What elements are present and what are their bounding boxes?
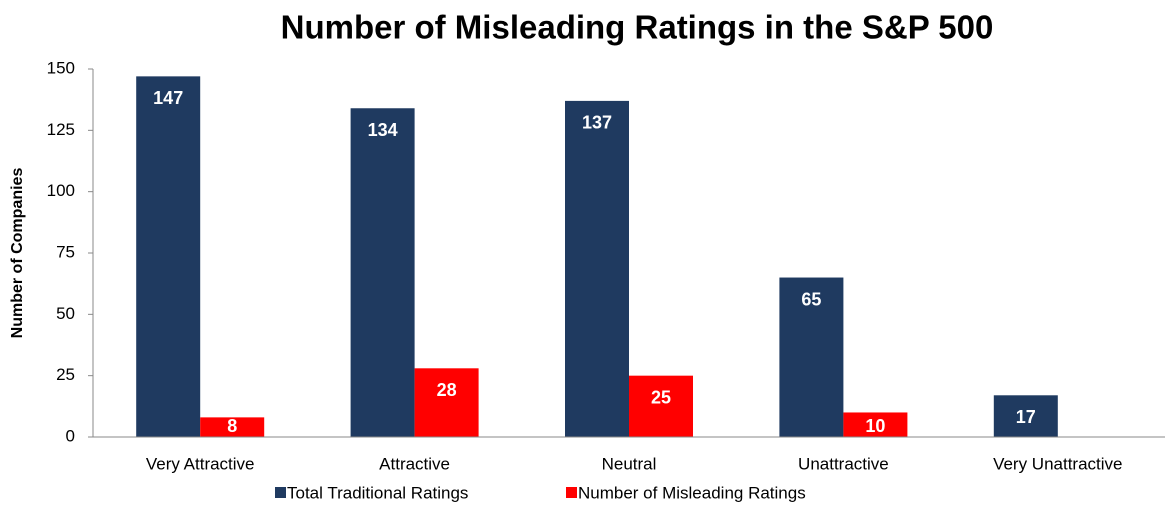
legend-swatch: [275, 487, 286, 498]
data-label: 28: [437, 380, 457, 400]
legend-label: Number of Misleading Ratings: [578, 483, 806, 502]
bar: [779, 277, 844, 437]
y-tick-label: 150: [47, 58, 75, 77]
bar: [843, 412, 908, 437]
bar: [350, 108, 415, 438]
data-label: 134: [368, 120, 398, 140]
data-label: 25: [651, 387, 671, 407]
x-tick-label: Neutral: [602, 454, 657, 473]
data-label: 65: [801, 289, 821, 309]
bar: [414, 368, 479, 437]
bar: [993, 395, 1058, 437]
data-label: 10: [865, 416, 885, 436]
legend-swatch: [566, 487, 577, 498]
x-tick-label: Unattractive: [798, 454, 889, 473]
bar: [136, 76, 201, 438]
chart-title: Number of Misleading Ratings in the S&P …: [281, 9, 994, 46]
y-tick-label: 125: [47, 120, 75, 139]
bar: [629, 375, 693, 437]
y-tick-label: 25: [56, 365, 75, 384]
bar: [200, 417, 265, 437]
x-tick-label: Very Attractive: [146, 454, 255, 473]
data-label: 147: [153, 88, 183, 108]
y-tick-label: 100: [47, 181, 75, 200]
bar: [565, 100, 629, 437]
x-tick-label: Very Unattractive: [993, 454, 1122, 473]
legend-label: Total Traditional Ratings: [287, 483, 468, 502]
x-tick-label: Attractive: [379, 454, 450, 473]
data-label: 8: [227, 416, 237, 436]
data-label: 137: [582, 113, 612, 133]
y-tick-label: 50: [56, 304, 75, 323]
y-axis-label: Number of Companies: [9, 168, 26, 339]
y-tick-label: 0: [66, 426, 75, 445]
y-tick-label: 75: [56, 242, 75, 261]
data-label: 17: [1016, 407, 1036, 427]
